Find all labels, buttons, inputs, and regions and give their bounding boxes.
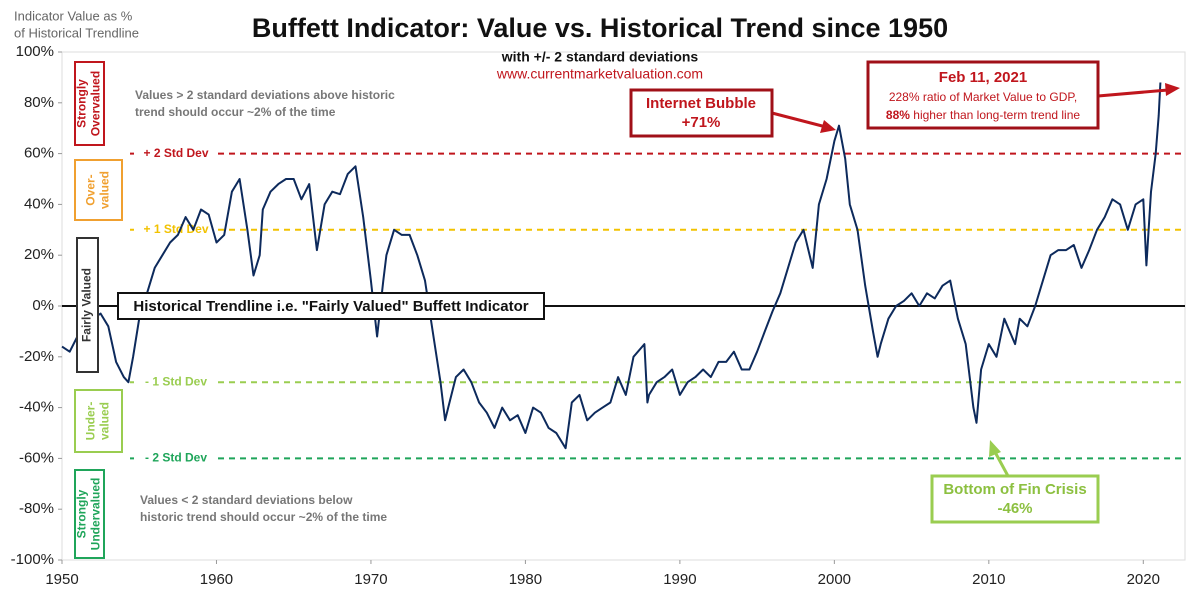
- arrow-head: [1165, 83, 1180, 96]
- y-tick-label: 40%: [24, 195, 54, 212]
- zone-box: [76, 237, 99, 373]
- band-label: - 1 Std Dev: [145, 374, 207, 388]
- zone-label: Overvalued: [89, 71, 103, 136]
- band-label: + 2 Std Dev: [143, 146, 208, 160]
- zone-label: Undervalued: [89, 478, 103, 551]
- callout-box: [629, 88, 774, 138]
- x-tick-label: 2020: [1127, 571, 1160, 588]
- chart-title: Buffett Indicator: Value vs. Historical …: [252, 13, 948, 43]
- zone-label: Over-: [84, 174, 98, 205]
- zone-box: [74, 159, 123, 221]
- arrow: [993, 451, 1010, 477]
- band-label-bg: [134, 450, 218, 467]
- x-tick-label: 2010: [972, 571, 1005, 588]
- note: Values < 2 standard deviations below: [140, 493, 353, 507]
- x-tick-label: 1970: [354, 571, 387, 588]
- callout-text: 88% higher than long-term trend line: [886, 108, 1080, 122]
- y-tick-label: -40%: [19, 399, 54, 416]
- y-tick-label: 20%: [24, 246, 54, 263]
- callout-text: +71%: [682, 114, 721, 131]
- callout-text: 88%: [886, 108, 910, 122]
- arrow-head: [820, 120, 836, 133]
- note: trend should occur ~2% of the time: [135, 105, 336, 119]
- zone-label: Strongly: [75, 79, 89, 128]
- y-tick-label: -100%: [11, 551, 54, 568]
- x-tick-label: 1990: [663, 571, 696, 588]
- zone-label: Under-: [84, 402, 98, 441]
- callout-text: Feb 11, 2021: [939, 69, 1027, 86]
- zone-box: [74, 469, 105, 559]
- y-tick-label: 80%: [24, 94, 54, 111]
- band-label-bg: [134, 374, 218, 391]
- callout-text: Internet Bubble: [646, 95, 756, 112]
- band-label: - 2 Std Dev: [145, 451, 207, 465]
- x-tick-label: 2000: [818, 571, 851, 588]
- y-caption: of Historical Trendline: [14, 25, 139, 40]
- band-label-bg: [134, 221, 218, 238]
- zone-label: Strongly: [75, 489, 89, 538]
- callout-text: 228% ratio of Market Value to GDP,: [889, 90, 1077, 104]
- note: Values > 2 standard deviations above his…: [135, 88, 395, 102]
- band-label-bg: [134, 145, 218, 162]
- y-tick-label: 0%: [32, 297, 54, 314]
- callout-box: [930, 474, 1100, 524]
- subtitle: with +/- 2 standard deviations: [501, 49, 699, 65]
- zone-label: Fairly Valued: [80, 268, 94, 342]
- y-tick-label: -20%: [19, 348, 54, 365]
- callout-text: higher than long-term trend line: [910, 108, 1080, 122]
- y-tick-label: -80%: [19, 500, 54, 517]
- band-label: + 1 Std Dev: [143, 222, 208, 236]
- note: historic trend should occur ~2% of the t…: [140, 510, 387, 524]
- arrow: [1097, 88, 1169, 98]
- zone-box: [74, 61, 105, 146]
- x-tick-label: 1960: [200, 571, 233, 588]
- series-line: [61, 82, 1162, 450]
- callout-text: -46%: [997, 500, 1032, 517]
- x-tick-label: 1950: [45, 571, 78, 588]
- callout-box: [866, 60, 1100, 130]
- source: www.currentmarketvaluation.com: [496, 66, 703, 82]
- y-tick-label: -60%: [19, 449, 54, 466]
- arrow-head: [989, 440, 1001, 457]
- y-caption: Indicator Value as %: [14, 8, 133, 23]
- x-tick-label: 1980: [509, 571, 542, 588]
- trendline-label: Historical Trendline i.e. "Fairly Valued…: [133, 298, 528, 315]
- zone-box: [74, 389, 123, 453]
- zone-label: valued: [98, 171, 112, 209]
- trendline-box: [117, 292, 545, 320]
- y-tick-label: 60%: [24, 145, 54, 162]
- zone-label: valued: [98, 402, 112, 440]
- callout-text: Bottom of Fin Crisis: [943, 481, 1086, 498]
- y-tick-label: 100%: [16, 43, 54, 60]
- arrow: [771, 111, 827, 129]
